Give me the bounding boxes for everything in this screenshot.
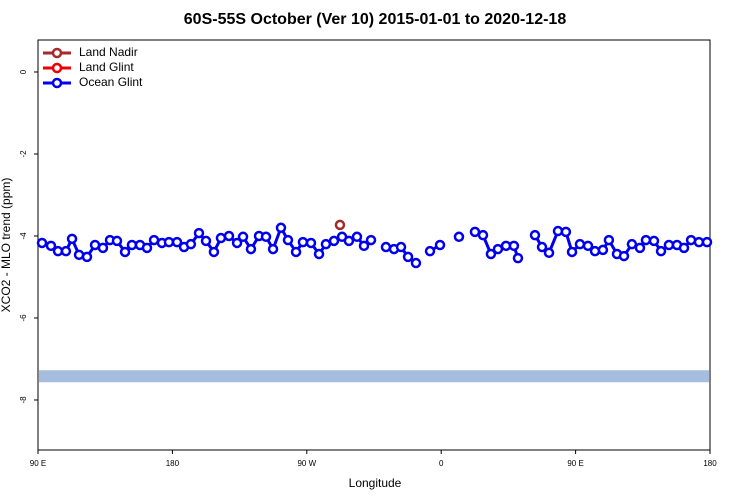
data-point: [328, 235, 340, 247]
data-point: [512, 252, 524, 264]
data-point: [200, 235, 212, 247]
data-point: [701, 236, 713, 248]
data-point: [97, 242, 109, 254]
data-point: [626, 238, 638, 250]
data-point: [334, 219, 346, 231]
data-point: [655, 245, 667, 257]
data-point: [640, 234, 652, 246]
y-tick-label: -8: [19, 396, 28, 404]
data-point: [343, 235, 355, 247]
y-axis-label: XCO2 - MLO trend (ppm): [0, 178, 13, 313]
data-point: [245, 243, 257, 255]
y-tick-label: 0: [19, 69, 28, 74]
data-point: [223, 230, 235, 242]
data-point: [126, 239, 138, 251]
data-point: [185, 238, 197, 250]
data-point: [60, 245, 72, 257]
data-point: [434, 239, 446, 251]
legend-label: Ocean Glint: [79, 75, 143, 89]
data-point: [678, 242, 690, 254]
data-point: [566, 246, 578, 258]
data-point: [297, 236, 309, 248]
data-point: [119, 246, 131, 258]
x-tick-label: 180: [703, 459, 717, 468]
data-point: [215, 232, 227, 244]
data-point: [208, 246, 220, 258]
data-point: [663, 239, 675, 251]
data-point: [231, 237, 243, 249]
x-tick-label: 0: [439, 459, 444, 468]
legend-marker: [51, 47, 63, 59]
legend-label: Land Glint: [79, 60, 134, 74]
data-point: [45, 240, 57, 252]
data-point: [395, 241, 407, 253]
x-tick-label: 90 E: [567, 459, 583, 468]
data-point: [485, 248, 497, 260]
data-point: [163, 236, 175, 248]
data-point: [282, 234, 294, 246]
data-point: [582, 240, 594, 252]
data-point: [313, 248, 325, 260]
data-point: [36, 237, 48, 249]
data-point: [305, 237, 317, 249]
data-point: [267, 243, 279, 255]
data-point: [81, 251, 93, 263]
data-point: [453, 231, 465, 243]
data-point: [290, 246, 302, 258]
data-point: [529, 229, 541, 241]
legend-label: Land Nadir: [79, 45, 138, 59]
data-point: [536, 241, 548, 253]
data-point: [648, 235, 660, 247]
chart-title: 60S-55S October (Ver 10) 2015-01-01 to 2…: [184, 11, 567, 28]
data-point: [508, 240, 520, 252]
data-point: [380, 241, 392, 253]
data-point: [574, 238, 586, 250]
data-point: [634, 242, 646, 254]
x-axis-label: Longitude: [349, 476, 402, 490]
data-point: [424, 245, 436, 257]
data-point: [66, 233, 78, 245]
y-tick-label: -2: [19, 150, 28, 158]
x-tick-label: 180: [166, 459, 180, 468]
data-point: [410, 257, 422, 269]
data-point: [618, 250, 630, 262]
data-point: [560, 226, 572, 238]
data-point: [492, 243, 504, 255]
x-tick-label: 90 E: [30, 459, 46, 468]
data-point: [477, 229, 489, 241]
data-point: [469, 226, 481, 238]
data-point: [543, 247, 555, 259]
data-point: [589, 245, 601, 257]
data-point: [171, 236, 183, 248]
data-point: [402, 251, 414, 263]
data-point: [351, 231, 363, 243]
data-point: [193, 227, 205, 239]
data-point: [237, 231, 249, 243]
legend-marker: [51, 77, 63, 89]
data-point: [597, 244, 609, 256]
data-point: [365, 234, 377, 246]
y-tick-label: -4: [19, 232, 28, 240]
x-tick-label: 90 W: [297, 459, 316, 468]
data-point: [603, 234, 615, 246]
data-point: [260, 231, 272, 243]
legend-marker: [51, 62, 63, 74]
data-point: [275, 222, 287, 234]
data-point: [141, 242, 153, 254]
data-point: [358, 240, 370, 252]
data-point: [111, 235, 123, 247]
y-tick-label: -6: [19, 314, 28, 322]
data-point: [693, 236, 705, 248]
data-point: [320, 238, 332, 250]
